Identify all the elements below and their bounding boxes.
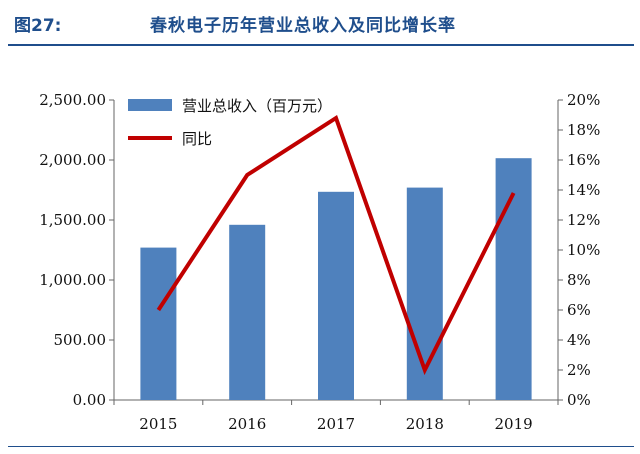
figure-label: 图27: <box>14 16 62 36</box>
right-y-tick-label: 14% <box>567 181 600 199</box>
combo-chart: 0.00 500.00 1,000.00 1,500.00 2,000.00 2,500.… <box>39 91 600 433</box>
x-tick-label: 2017 <box>317 415 355 433</box>
revenue-bar <box>140 247 177 400</box>
right-y-tick-label: 4% <box>567 331 591 349</box>
right-y-tick-label: 10% <box>567 241 600 259</box>
x-tick-label: 2019 <box>495 415 533 433</box>
revenue-bar <box>229 224 266 400</box>
right-y-tick-label: 2% <box>567 361 591 379</box>
left-y-tick-label: 0.00 <box>73 391 106 409</box>
left-y-tick-label: 500.00 <box>54 331 107 349</box>
header-rule <box>8 44 634 46</box>
left-y-tick-label: 2,500.00 <box>39 91 106 109</box>
figure-header: 图27: 春秋电子历年营业总收入及同比增长率 <box>0 0 640 48</box>
x-tick-label: 2016 <box>228 415 266 433</box>
figure-title: 春秋电子历年营业总收入及同比增长率 <box>150 16 456 36</box>
x-tick-label: 2015 <box>139 415 177 433</box>
right-y-tick-label: 0% <box>567 391 591 409</box>
revenue-bar <box>495 158 532 400</box>
legend-label-revenue: 营业总收入（百万元） <box>182 97 332 115</box>
right-y-tick-label: 18% <box>567 121 600 139</box>
yoy-growth-line <box>156 114 516 376</box>
left-y-tick-label: 1,500.00 <box>39 211 106 229</box>
x-tick-label: 2018 <box>406 415 444 433</box>
right-y-tick-label: 16% <box>567 151 600 169</box>
footer-rule <box>8 446 634 447</box>
right-y-tick-label: 6% <box>567 301 591 319</box>
revenue-bar <box>318 191 354 400</box>
right-y-tick-label: 20% <box>567 91 600 109</box>
legend-swatch-revenue <box>128 99 172 111</box>
left-y-tick-label: 1,000.00 <box>39 271 106 289</box>
right-y-tick-label: 12% <box>567 211 600 229</box>
right-y-tick-label: 8% <box>567 271 591 289</box>
left-y-tick-label: 2,000.00 <box>39 151 106 169</box>
legend-label-yoy: 同比 <box>182 130 212 148</box>
